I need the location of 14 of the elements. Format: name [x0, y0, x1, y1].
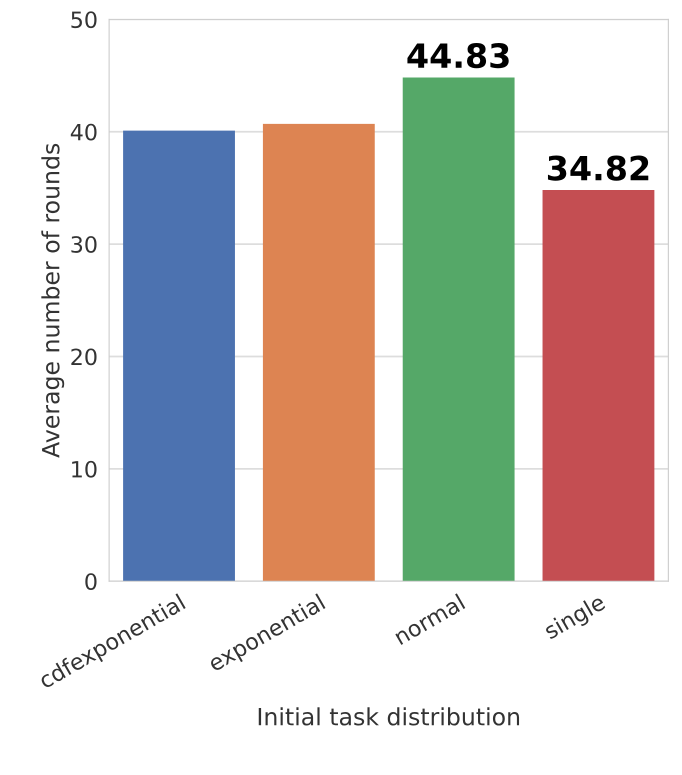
data-label: 34.82	[548, 156, 648, 181]
y-tick-label: 20	[71, 348, 97, 366]
data-label: 44.83	[407, 43, 509, 68]
y-tick-label: 10	[72, 460, 97, 478]
y-tick-label: 0	[85, 573, 97, 590]
y-tick-label: 50	[71, 11, 97, 28]
y-tick-label: 40	[70, 124, 97, 141]
bar	[123, 130, 235, 582]
bar	[542, 190, 654, 582]
x-axis-title: Initial task distribution	[258, 707, 520, 726]
bar	[402, 77, 515, 582]
y-tick-label: 30	[71, 236, 97, 253]
y-axis-title: Average number of rounds	[41, 144, 64, 458]
bar	[262, 124, 375, 582]
